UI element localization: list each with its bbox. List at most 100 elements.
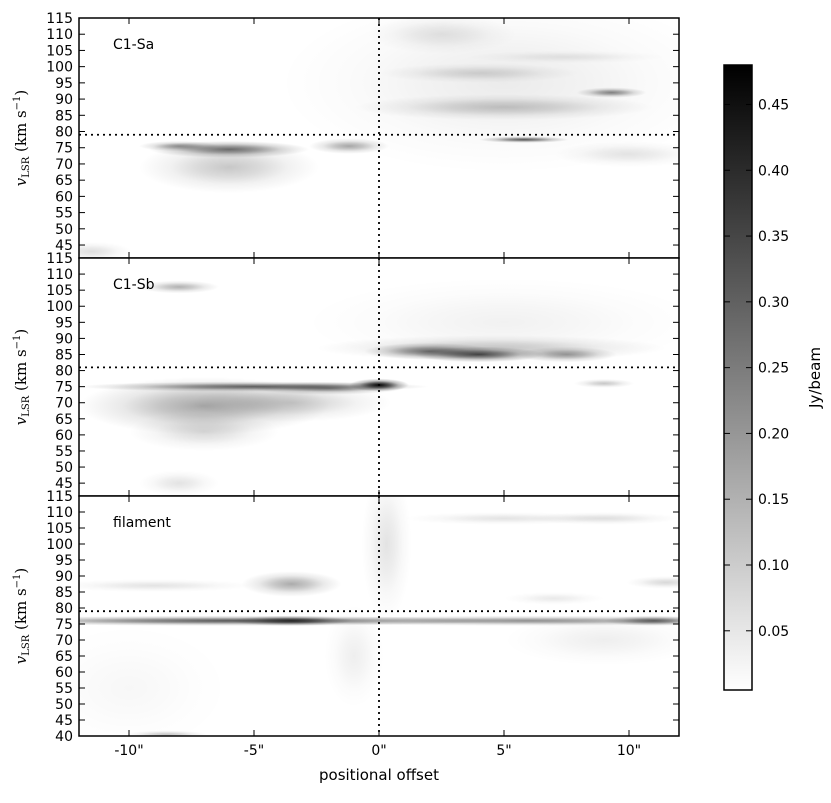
y-tick-label-8: 85	[55, 347, 73, 363]
emission-blob-9	[366, 18, 517, 54]
y-axis-label-sub: LSR	[21, 156, 32, 177]
y-axis-label-units: (km s	[12, 588, 30, 634]
emission-blob-11	[574, 378, 634, 388]
y-tick-label-8: 85	[55, 108, 73, 124]
emission-blob-4	[191, 383, 392, 423]
emission-group	[79, 277, 679, 496]
emission-blob-13	[139, 470, 219, 496]
y-tick-label-0: 45	[55, 476, 73, 492]
y-tick-label-7: 80	[55, 364, 73, 380]
y-axis-label: vLSR (km s−1)	[12, 90, 32, 187]
y-axis-label-close: )	[12, 329, 30, 335]
colorbar-tick-label-0: 0.05	[758, 624, 789, 640]
y-tick-label-4: 65	[55, 412, 73, 428]
y-tick-label-12: 100	[46, 537, 73, 553]
emission-blob-10	[554, 141, 679, 168]
y-axis-label: vLSR (km s−1)	[12, 568, 32, 665]
y-tick-label-4: 65	[55, 173, 73, 189]
y-tick-label-2: 55	[55, 206, 73, 222]
y-tick-label-2: 50	[55, 697, 73, 713]
y-tick-label-5: 70	[55, 157, 73, 173]
emission-blob-12	[79, 241, 132, 258]
emission-blob-6	[361, 496, 412, 621]
emission-blob-5	[79, 579, 254, 592]
emission-group	[79, 496, 679, 736]
y-tick-label-10: 90	[55, 569, 73, 585]
y-tick-label-3: 60	[55, 189, 73, 205]
y-tick-label-9: 90	[55, 92, 73, 108]
y-tick-label-1: 50	[55, 222, 73, 238]
emission-blob-6	[139, 280, 219, 294]
y-axis-label-units: (km s	[12, 349, 30, 395]
x-tick-label-4: 10"	[617, 743, 641, 759]
emission-blob-10	[504, 592, 604, 605]
panel-label: C1-Sa	[113, 37, 154, 53]
panels-layer: 4550556065707580859095100105110115C1-Sav…	[12, 11, 680, 759]
emission-blob-4	[241, 571, 342, 597]
emission-blob-12	[324, 604, 384, 708]
colorbar-tick-label-7: 0.40	[758, 163, 789, 179]
y-tick-label-10: 95	[55, 76, 73, 92]
x-tick-label-0: -10"	[114, 743, 143, 759]
emission-blob-13	[126, 730, 207, 736]
y-tick-label-7: 75	[55, 617, 73, 633]
y-axis-label-main: v	[12, 177, 30, 186]
y-tick-label-15: 115	[46, 489, 73, 505]
y-tick-label-8: 80	[55, 601, 73, 617]
colorbar-tick-label-6: 0.35	[758, 229, 789, 245]
x-tick-label-3: 5"	[496, 743, 511, 759]
y-tick-label-1: 45	[55, 713, 73, 729]
y-tick-label-6: 70	[55, 633, 73, 649]
y-tick-label-6: 75	[55, 380, 73, 396]
colorbar: 0.05 0.10 0.15 0.20 0.25 0.30 0.35 0.40 0.45 Jy/b…	[723, 64, 824, 691]
y-tick-label-11: 100	[46, 299, 73, 315]
y-tick-label-9: 90	[55, 331, 73, 347]
y-tick-label-3: 60	[55, 428, 73, 444]
y-axis-label-exp: −1	[12, 335, 23, 350]
y-tick-label-12: 105	[46, 43, 73, 59]
colorbar-tick-label-4: 0.25	[758, 361, 789, 377]
y-tick-label-4: 60	[55, 665, 73, 681]
x-tick-label-2: 0"	[371, 743, 386, 759]
colorbar-gradient-bar	[723, 64, 753, 691]
y-tick-label-11: 100	[46, 60, 73, 76]
y-axis-label-sub: LSR	[21, 634, 32, 655]
emission-blob-9	[626, 576, 679, 589]
colorbar-tick-label-3: 0.20	[758, 426, 789, 442]
colorbar-tick-label-2: 0.15	[758, 492, 789, 508]
y-axis-label-close: )	[12, 568, 30, 574]
y-tick-label-14: 110	[46, 505, 73, 521]
y-axis-label-exp: −1	[12, 574, 23, 589]
y-tick-label-9: 85	[55, 585, 73, 601]
colorbar-tick-label-1: 0.10	[758, 558, 789, 574]
y-tick-label-0: 45	[55, 238, 73, 254]
y-tick-label-5: 70	[55, 396, 73, 412]
emission-blob-8	[529, 512, 679, 525]
y-tick-label-3: 55	[55, 681, 73, 697]
y-tick-label-12: 105	[46, 283, 73, 299]
y-tick-label-1: 50	[55, 460, 73, 476]
colorbar-label: Jy/beam	[806, 347, 824, 409]
y-axis-label-close: )	[12, 90, 30, 96]
x-tick-label-1: -5"	[244, 743, 264, 759]
y-axis-label-main: v	[12, 655, 30, 664]
emission-blob-11	[466, 50, 667, 64]
y-tick-label-13: 110	[46, 267, 73, 283]
y-tick-label-7: 80	[55, 125, 73, 141]
colorbar-tick-label-5: 0.30	[758, 295, 789, 311]
y-axis-label-main: v	[12, 416, 30, 425]
y-axis-label-exp: −1	[12, 96, 23, 111]
panel-label: filament	[113, 515, 171, 531]
emission-blob-2	[139, 141, 319, 194]
y-axis-label-units: (km s	[12, 110, 30, 156]
y-tick-label-14: 115	[46, 251, 73, 267]
emission-blob-11	[504, 614, 679, 666]
x-axis-label: positional offset	[319, 766, 439, 784]
y-axis-label: vLSR (km s−1)	[12, 329, 32, 426]
panel-label: C1-Sb	[113, 277, 155, 293]
y-tick-label-14: 115	[46, 11, 73, 27]
